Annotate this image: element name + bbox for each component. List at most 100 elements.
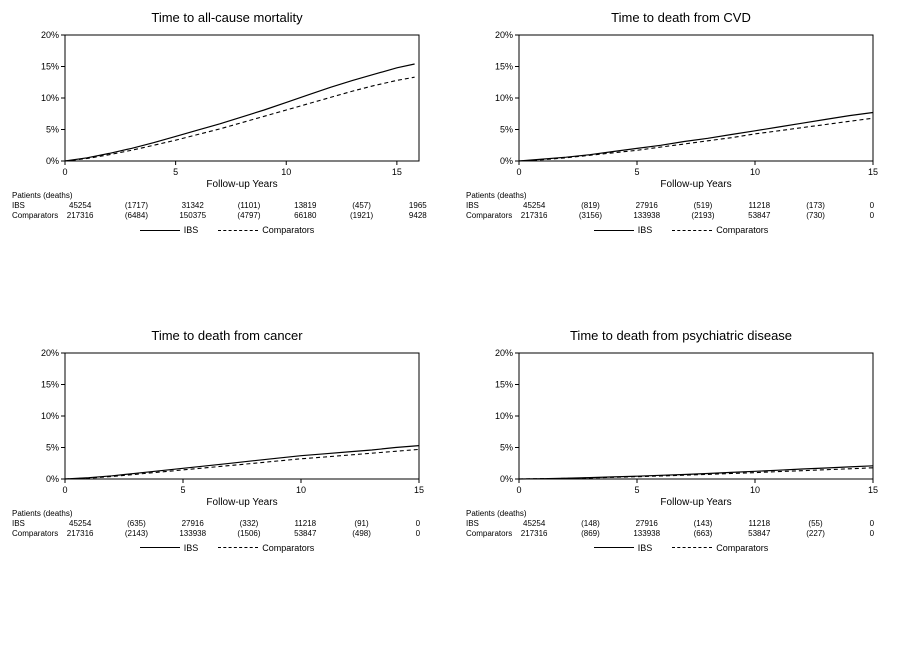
- risk-cell: 11218: [731, 201, 787, 211]
- line-swatch-solid: [140, 547, 180, 548]
- chart-grid: Time to all-cause mortality0%5%10%15%20%…: [10, 10, 898, 635]
- risk-cell: (3156): [562, 211, 618, 221]
- risk-cell: 45254: [506, 519, 562, 529]
- legend-ibs: IBS: [594, 543, 653, 553]
- risk-cell: 217316: [52, 529, 108, 539]
- legend-ibs: IBS: [594, 225, 653, 235]
- risk-table-header: Patients (deaths): [466, 509, 900, 519]
- risk-cell: 27916: [165, 519, 221, 529]
- svg-text:20%: 20%: [495, 348, 513, 358]
- panel-1: Time to death from CVD0%5%10%15%20%05101…: [464, 10, 898, 318]
- risk-cell: 11218: [277, 519, 333, 529]
- legend-ibs-label: IBS: [638, 543, 653, 553]
- risk-row-ibs: IBS45254(819)27916(519)11218(173)0: [466, 201, 900, 211]
- legend-comparators-label: Comparators: [262, 225, 314, 235]
- legend-comparators-label: Comparators: [262, 543, 314, 553]
- legend-comparators: Comparators: [672, 543, 768, 553]
- risk-cell: 0: [844, 529, 900, 539]
- risk-cell: 217316: [506, 529, 562, 539]
- svg-text:20%: 20%: [41, 30, 59, 40]
- svg-text:5: 5: [173, 167, 178, 177]
- risk-cell: 133938: [619, 211, 675, 221]
- series-ibs: [519, 113, 873, 162]
- legend-ibs-label: IBS: [184, 225, 199, 235]
- line-swatch-dashed: [672, 230, 712, 231]
- svg-text:10%: 10%: [41, 411, 59, 421]
- svg-text:15%: 15%: [495, 62, 513, 72]
- svg-text:0%: 0%: [500, 474, 513, 484]
- svg-text:5: 5: [634, 485, 639, 495]
- series-comparators: [65, 449, 419, 479]
- risk-cell: (635): [108, 519, 164, 529]
- legend-comparators: Comparators: [218, 225, 314, 235]
- risk-table: Patients (deaths)IBS45254(148)27916(143)…: [462, 507, 900, 539]
- risk-cell: 150375: [165, 211, 221, 221]
- risk-cell: 53847: [731, 529, 787, 539]
- svg-text:0: 0: [62, 485, 67, 495]
- risk-cell: (148): [562, 519, 618, 529]
- svg-text:20%: 20%: [41, 348, 59, 358]
- svg-text:5%: 5%: [46, 125, 59, 135]
- svg-text:15%: 15%: [41, 62, 59, 72]
- legend: IBS Comparators: [464, 225, 898, 235]
- risk-cell: (1921): [333, 211, 389, 221]
- svg-text:20%: 20%: [495, 30, 513, 40]
- x-axis-label: Follow-up Years: [660, 497, 731, 507]
- legend-comparators-label: Comparators: [716, 543, 768, 553]
- panel-title: Time to death from CVD: [611, 10, 751, 25]
- legend-comparators-label: Comparators: [716, 225, 768, 235]
- risk-cell: (55): [787, 519, 843, 529]
- risk-cell: 13819: [277, 201, 333, 211]
- svg-text:5%: 5%: [500, 125, 513, 135]
- risk-table: Patients (deaths)IBS45254(819)27916(519)…: [462, 189, 900, 221]
- legend-ibs: IBS: [140, 225, 199, 235]
- x-axis-label: Follow-up Years: [206, 497, 277, 507]
- risk-table-header: Patients (deaths): [466, 191, 900, 201]
- risk-row-comparators: Comparators217316(6484)150375(4797)66180…: [12, 211, 446, 221]
- panel-3: Time to death from psychiatric disease0%…: [464, 328, 898, 636]
- risk-cell: 27916: [619, 519, 675, 529]
- line-swatch-solid: [594, 230, 634, 231]
- svg-text:5%: 5%: [46, 442, 59, 452]
- risk-table: Patients (deaths)IBS45254(1717)31342(110…: [8, 189, 446, 221]
- risk-cell: (1101): [221, 201, 277, 211]
- svg-text:5: 5: [634, 167, 639, 177]
- line-swatch-dashed: [672, 547, 712, 548]
- svg-text:10: 10: [281, 167, 291, 177]
- risk-cell: (332): [221, 519, 277, 529]
- risk-table: Patients (deaths)IBS45254(635)27916(332)…: [8, 507, 446, 539]
- risk-row-comparators: Comparators217316(3156)133938(2193)53847…: [466, 211, 900, 221]
- risk-cell: 217316: [506, 211, 562, 221]
- line-swatch-dashed: [218, 230, 258, 231]
- risk-cell: (519): [675, 201, 731, 211]
- svg-text:15: 15: [868, 485, 878, 495]
- series-ibs: [519, 465, 873, 478]
- risk-cell: 0: [844, 201, 900, 211]
- risk-cell: 1965: [390, 201, 446, 211]
- legend-ibs-label: IBS: [184, 543, 199, 553]
- legend: IBS Comparators: [10, 543, 444, 553]
- svg-text:0: 0: [62, 167, 67, 177]
- x-axis-label: Follow-up Years: [206, 179, 277, 189]
- risk-cell: 0: [844, 519, 900, 529]
- line-swatch-dashed: [218, 547, 258, 548]
- risk-cell: (457): [333, 201, 389, 211]
- svg-text:15: 15: [392, 167, 402, 177]
- risk-row-ibs: IBS45254(1717)31342(1101)13819(457)1965: [12, 201, 446, 211]
- risk-cell: (1506): [221, 529, 277, 539]
- panel-title: Time to death from cancer: [151, 328, 302, 343]
- legend-comparators: Comparators: [218, 543, 314, 553]
- legend-ibs-label: IBS: [638, 225, 653, 235]
- legend: IBS Comparators: [464, 543, 898, 553]
- svg-text:15: 15: [414, 485, 424, 495]
- plot: 0%5%10%15%20%051015Follow-up Years: [27, 29, 427, 189]
- risk-cell: 66180: [277, 211, 333, 221]
- panel-2: Time to death from cancer0%5%10%15%20%05…: [10, 328, 444, 636]
- risk-cell: (663): [675, 529, 731, 539]
- risk-row-ibs: IBS45254(148)27916(143)11218(55)0: [466, 519, 900, 529]
- risk-cell: 0: [390, 529, 446, 539]
- risk-table-header: Patients (deaths): [12, 509, 446, 519]
- svg-text:10%: 10%: [41, 93, 59, 103]
- risk-cell: (869): [562, 529, 618, 539]
- series-ibs: [65, 64, 415, 161]
